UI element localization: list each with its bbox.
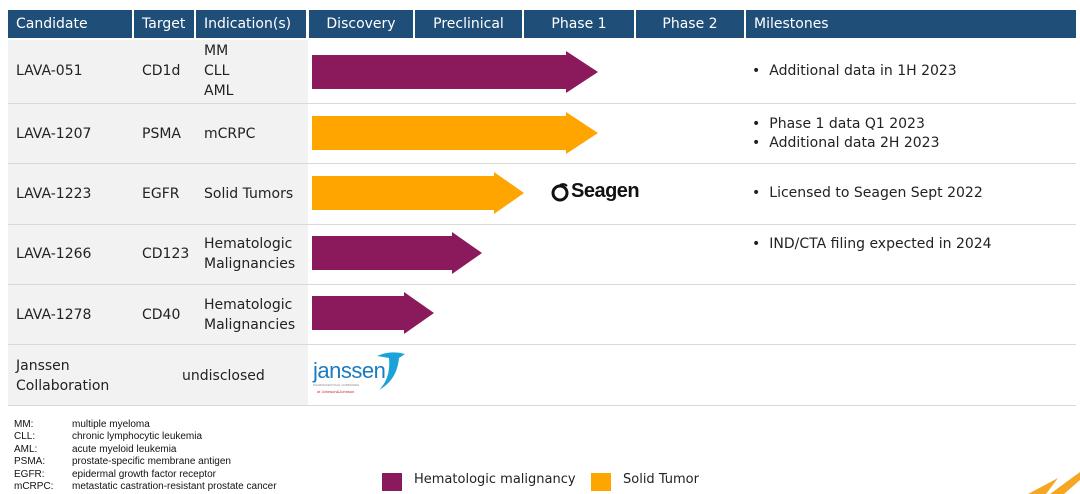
milestone-item: Additional data 2H 2023 — [752, 134, 939, 153]
milestone-item: IND/CTA filing expected in 2024 — [752, 235, 991, 254]
seagen-logo: Seagen — [550, 180, 640, 203]
progress-arrow-solid — [312, 172, 524, 214]
header-phase2-label: Phase 2 — [662, 16, 718, 32]
target-name: CD1d — [142, 63, 181, 79]
janssen-swoosh-icon — [377, 352, 405, 390]
progress-arrow-hematologic — [312, 51, 598, 93]
candidate-name-line: Janssen — [16, 358, 70, 374]
candidate-name-line: Collaboration — [16, 378, 110, 394]
candidate-name: LAVA-051 — [16, 63, 83, 79]
indication-item: AML — [204, 83, 234, 99]
header-discovery: Discovery — [309, 10, 413, 38]
janssen-logo-text: janssen — [313, 358, 386, 383]
target-name: undisclosed — [182, 368, 265, 384]
abbreviation-value: multiple myeloma — [72, 419, 150, 430]
abbreviation-value: prostate-specific membrane antigen — [72, 456, 231, 468]
row-separator — [8, 224, 1076, 225]
abbreviation-value: acute myeloid leukemia — [72, 443, 177, 455]
indication-item: Hematologic — [204, 297, 293, 313]
milestone-item: Phase 1 data Q1 2023 — [752, 115, 940, 134]
target-name: EGFR — [142, 186, 180, 202]
indication-item: CLL — [204, 63, 230, 79]
indication-item: mCRPC — [204, 126, 256, 142]
abbreviation-key: CLL: — [14, 431, 36, 443]
row-separator — [8, 103, 1076, 104]
abbreviation-item: PSMA: prostate-specific membrane antigen — [14, 456, 277, 468]
candidate-name: LAVA-1207 — [16, 126, 92, 142]
abbreviation-key: PSMA: — [14, 456, 46, 468]
janssen-subtext: PHARMACEUTICAL COMPANIES — [313, 383, 360, 387]
candidate-name: LAVA-1266 — [16, 246, 92, 262]
header-target-label: Target — [142, 16, 186, 32]
indication-item: Solid Tumors — [204, 186, 294, 202]
indication-list: MM CLL AML — [204, 41, 233, 101]
progress-arrow-hematologic — [312, 232, 482, 274]
row-separator — [8, 405, 1076, 406]
jnj-subtext: of Johnson&Johnson — [317, 389, 355, 394]
header-milestones: Milestones — [746, 10, 1076, 38]
indication-item: Malignancies — [204, 317, 296, 333]
progress-arrow-solid — [312, 112, 598, 154]
indication-item: MM — [204, 43, 229, 59]
left-columns-shade — [8, 40, 308, 405]
legend-swatch-solid — [591, 473, 611, 491]
header-discovery-label: Discovery — [326, 16, 396, 32]
abbreviation-item: CLL: chronic lymphocytic leukemia — [14, 431, 277, 443]
abbreviation-item: EGFR: epidermal growth factor receptor — [14, 469, 277, 481]
header-preclinical: Preclinical — [415, 10, 522, 38]
header-candidate-label: Candidate — [16, 16, 88, 32]
indication-list: Hematologic Malignancies — [204, 234, 295, 274]
abbreviation-item: AML: acute myeloid leukemia — [14, 444, 277, 456]
header-phase1-label: Phase 1 — [551, 16, 607, 32]
row-separator — [8, 344, 1076, 345]
milestone-list: IND/CTA filing expected in 2024 — [752, 235, 991, 254]
abbreviation-item: mCRPC: metastatic castration-resistant pr… — [14, 481, 277, 493]
target-name: PSMA — [142, 126, 181, 142]
header-indication-label: Indication(s) — [204, 16, 292, 32]
milestone-item: Additional data in 1H 2023 — [752, 63, 957, 79]
milestone-list: Licensed to Seagen Sept 2022 — [752, 184, 982, 203]
header-phase2: Phase 2 — [636, 10, 744, 38]
legend-label-solid: Solid Tumor — [623, 472, 699, 487]
abbreviation-list: MM: multiple myeloma CLL: chronic lymphocy… — [14, 419, 277, 493]
indication-item: Malignancies — [204, 256, 296, 272]
header-milestones-label: Milestones — [754, 16, 829, 32]
row-separator — [8, 163, 1076, 164]
corner-logo-icon — [1028, 472, 1080, 494]
header-candidate: Candidate — [8, 10, 132, 38]
candidate-name: LAVA-1223 — [16, 186, 92, 202]
abbreviation-key: mCRPC: — [14, 481, 54, 493]
abbreviation-item: MM: multiple myeloma — [14, 419, 277, 431]
indication-item: Hematologic — [204, 236, 293, 252]
candidate-name: LAVA-1278 — [16, 307, 92, 323]
target-name: CD123 — [142, 246, 190, 262]
indication-list: Hematologic Malignancies — [204, 295, 295, 335]
milestone-list: Additional data in 1H 2023 — [752, 62, 957, 81]
legend-swatch-hematologic — [382, 473, 402, 491]
legend-label-hematologic: Hematologic malignancy — [414, 472, 576, 487]
seagen-mark-icon — [551, 182, 569, 201]
header-phase1: Phase 1 — [524, 10, 634, 38]
milestone-item: Licensed to Seagen Sept 2022 — [752, 184, 982, 203]
abbreviation-key: MM: — [14, 419, 34, 430]
row-separator — [8, 284, 1076, 285]
abbreviation-value: epidermal growth factor receptor — [72, 468, 216, 480]
abbreviation-value: chronic lymphocytic leukemia — [72, 431, 203, 443]
janssen-logo: janssen PHARMACEUTICAL COMPANIES of John… — [313, 350, 409, 398]
target-name: CD40 — [142, 307, 181, 323]
candidate-name: Janssen Collaboration — [16, 356, 109, 396]
header-indication: Indication(s) — [196, 10, 306, 38]
abbreviation-key: EGFR: — [14, 468, 45, 480]
abbreviation-value: metastatic castration-resistant prostate… — [72, 481, 277, 493]
abbreviation-key: AML: — [14, 443, 38, 455]
progress-arrow-hematologic — [312, 292, 434, 334]
seagen-logo-text: Seagen — [571, 180, 640, 202]
header-target: Target — [134, 10, 194, 38]
milestone-list: Phase 1 data Q1 2023 Additional data 2H … — [752, 115, 940, 153]
header-preclinical-label: Preclinical — [433, 16, 504, 32]
